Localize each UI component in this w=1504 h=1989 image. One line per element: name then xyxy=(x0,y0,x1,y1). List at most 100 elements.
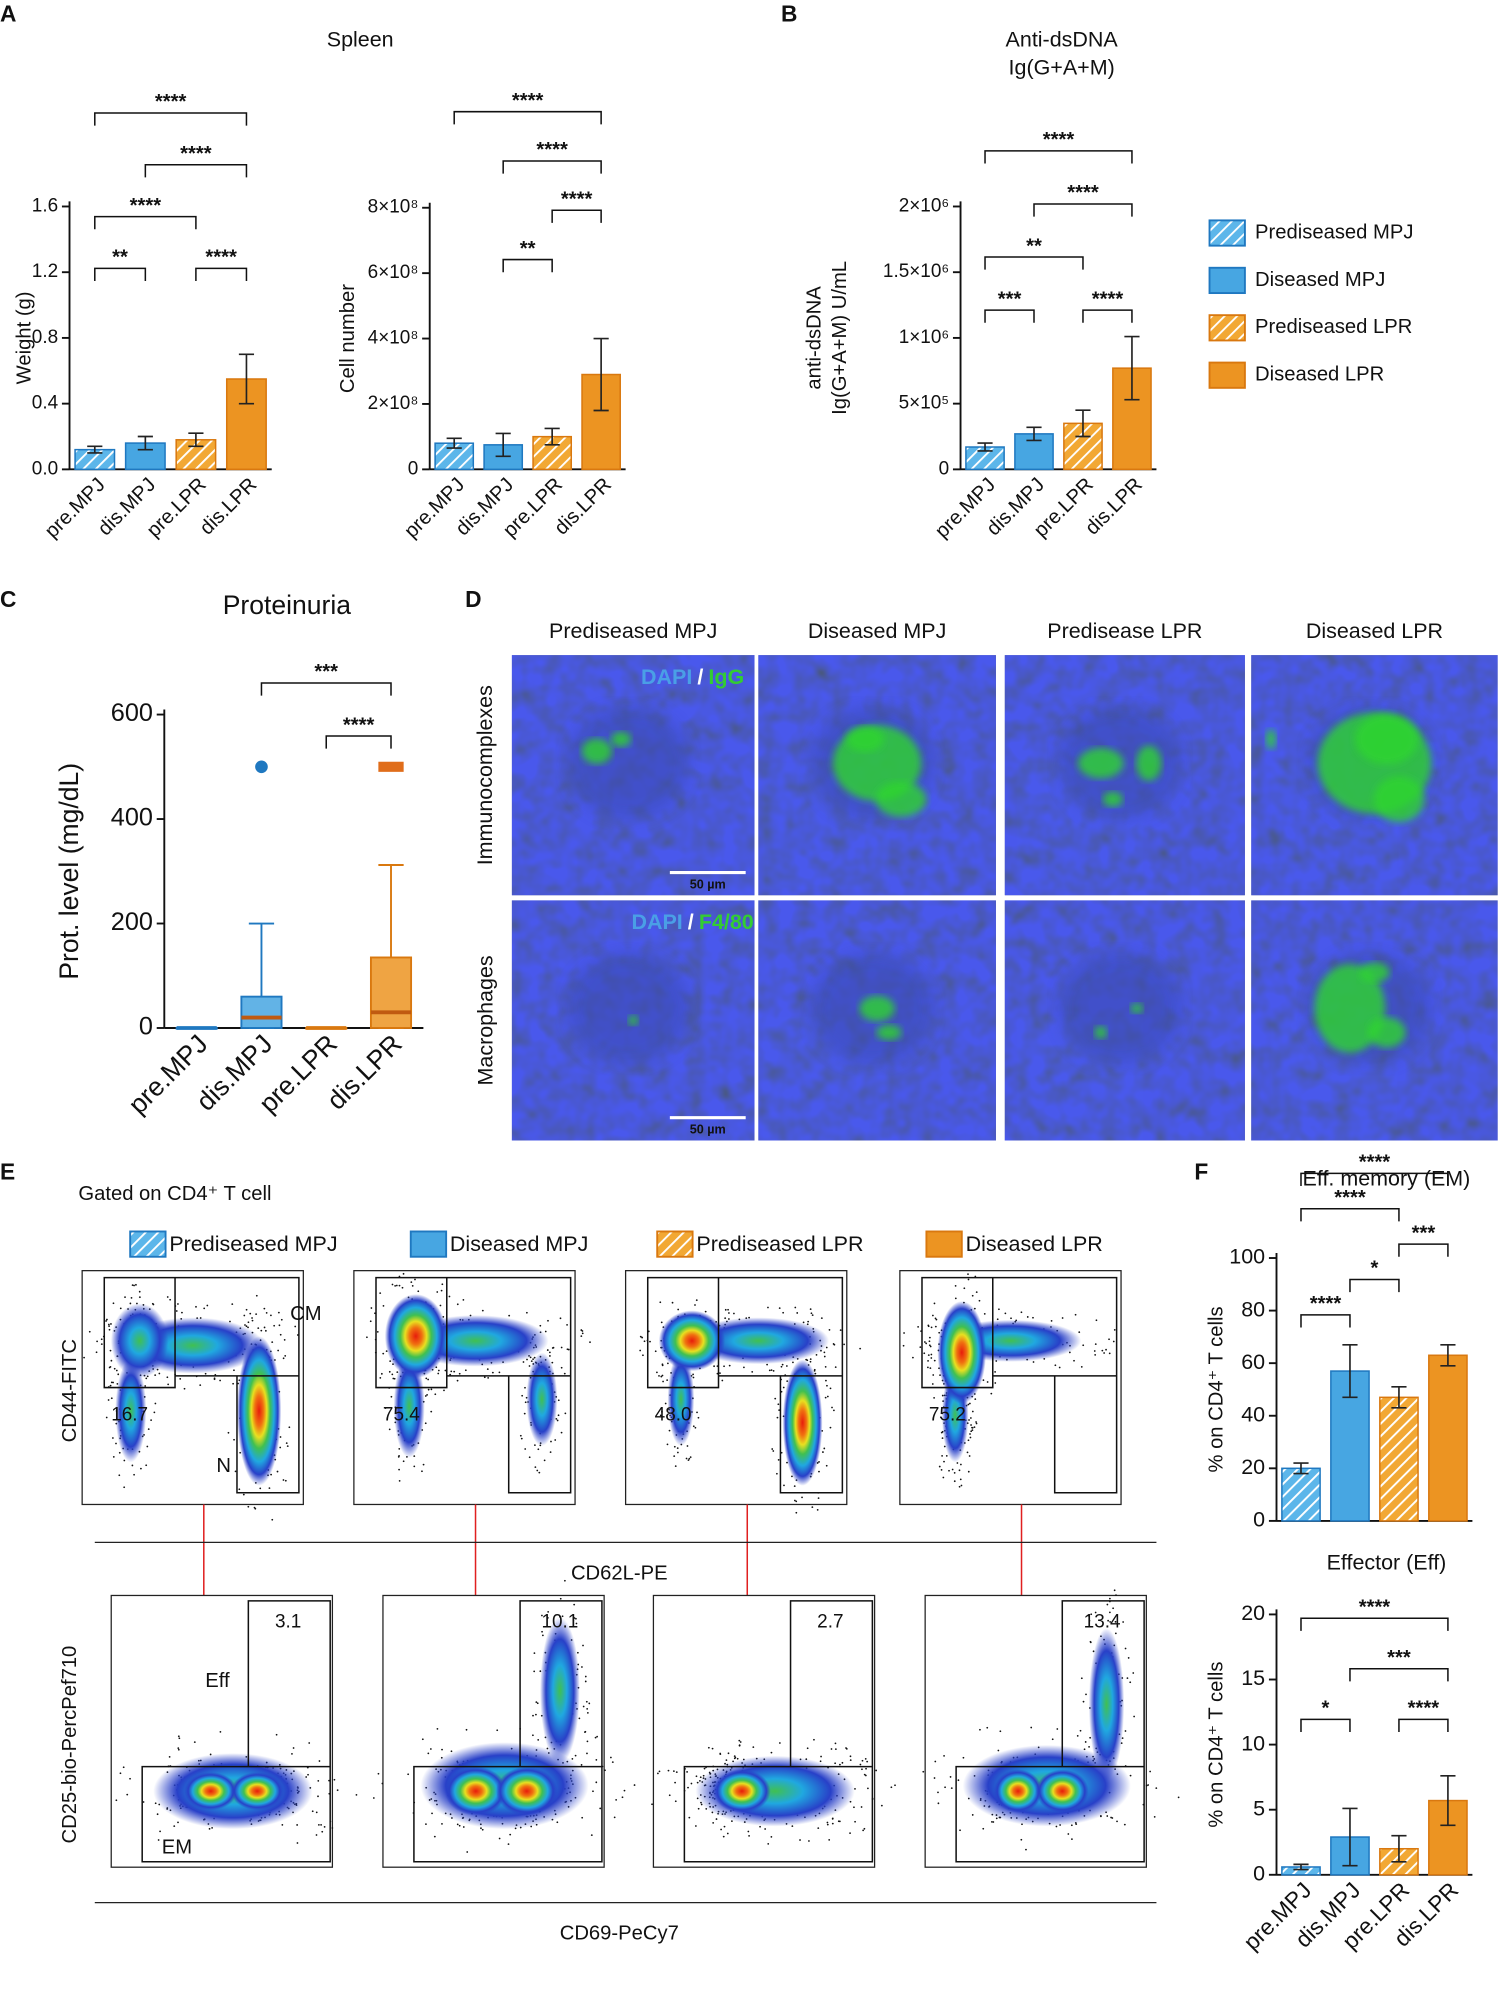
event-dot xyxy=(557,1399,560,1402)
event-dot xyxy=(782,1311,785,1314)
green-signal xyxy=(1355,713,1419,765)
event-dot xyxy=(122,1766,125,1769)
event-dot xyxy=(585,1700,588,1703)
green-signal xyxy=(859,995,895,1022)
event-dot xyxy=(667,1362,669,1365)
event-dot xyxy=(275,1733,278,1736)
event-dot xyxy=(546,1617,549,1619)
event-dot xyxy=(247,1505,250,1508)
event-dot xyxy=(830,1748,833,1750)
green-signal xyxy=(581,738,612,764)
micrograph xyxy=(1251,655,1498,896)
event-dot xyxy=(355,1793,358,1796)
event-dot xyxy=(752,1746,755,1749)
error-bar xyxy=(1026,426,1042,442)
event-dot xyxy=(107,1323,110,1326)
event-dot xyxy=(694,1426,697,1429)
event-dot xyxy=(271,1341,274,1344)
density xyxy=(495,1766,558,1816)
event-dot xyxy=(247,1321,250,1324)
event-dot xyxy=(935,1318,938,1321)
event-dot xyxy=(933,1302,936,1305)
event-dot xyxy=(1032,1316,1034,1319)
event-dot xyxy=(118,1474,121,1477)
event-dot xyxy=(525,1311,528,1314)
event-dot xyxy=(1109,1597,1111,1600)
event-dot xyxy=(112,1302,115,1305)
y-tick-label: 600 xyxy=(111,699,153,727)
event-dot xyxy=(112,1455,115,1458)
y-tick-label: 4×10⁸ xyxy=(368,328,419,349)
event-dot xyxy=(496,1729,499,1732)
event-dot xyxy=(213,1378,216,1381)
event-dot xyxy=(983,1312,986,1315)
event-dot xyxy=(937,1791,939,1794)
event-dot xyxy=(547,1319,549,1322)
event-dot xyxy=(425,1823,427,1825)
event-dot xyxy=(534,1444,536,1447)
event-dot xyxy=(686,1771,688,1773)
row-label: Macrophages xyxy=(473,955,497,1085)
event-dot xyxy=(1088,1745,1090,1748)
event-dot xyxy=(573,1603,576,1606)
event-dot xyxy=(975,1422,978,1425)
chart-title: Spleen xyxy=(327,28,394,52)
event-dot xyxy=(158,1372,161,1375)
event-dot xyxy=(537,1738,540,1741)
legend-swatch xyxy=(925,1230,963,1258)
event-dot xyxy=(129,1777,131,1780)
event-dot xyxy=(249,1312,252,1315)
event-dot xyxy=(595,1759,598,1761)
event-dot xyxy=(255,1294,258,1297)
event-dot xyxy=(571,1757,574,1760)
event-dot xyxy=(940,1468,943,1471)
micrograph xyxy=(1004,900,1245,1141)
event-dot xyxy=(559,1597,562,1600)
significance-label: **** xyxy=(1310,1293,1342,1315)
event-dot xyxy=(144,1385,147,1387)
event-dot xyxy=(823,1355,826,1358)
event-dot xyxy=(411,1284,414,1287)
event-dot xyxy=(199,1384,202,1387)
event-dot xyxy=(239,1451,242,1454)
event-dot xyxy=(823,1447,826,1450)
gate-value: 3.1 xyxy=(275,1612,301,1633)
event-dot xyxy=(541,1630,543,1633)
gate xyxy=(375,1276,572,1494)
event-dot xyxy=(113,1367,116,1370)
event-dot xyxy=(234,1470,237,1473)
event-dot xyxy=(318,1760,321,1762)
axis-label: CD44-FITC xyxy=(59,1339,81,1442)
event-dot xyxy=(519,1434,522,1437)
event-dot xyxy=(829,1387,832,1390)
event-dot xyxy=(546,1349,549,1351)
event-dot xyxy=(498,1837,501,1840)
event-dot xyxy=(380,1372,383,1375)
event-dot xyxy=(661,1374,664,1377)
y-tick-label: 2×10⁶ xyxy=(899,195,949,216)
event-dot xyxy=(524,1448,527,1450)
event-dot xyxy=(282,1357,285,1360)
event-dot xyxy=(1112,1340,1115,1343)
event-dot xyxy=(1051,1738,1054,1741)
significance-label: *** xyxy=(1412,1222,1436,1244)
legend-swatch xyxy=(409,1230,448,1258)
event-dot xyxy=(253,1506,256,1509)
event-dot xyxy=(845,1747,847,1749)
error-bar xyxy=(1075,409,1091,438)
event-dot xyxy=(219,1379,221,1382)
event-dot xyxy=(566,1348,569,1351)
event-dot xyxy=(1025,1848,1027,1851)
event-dot xyxy=(673,1445,676,1448)
event-dot xyxy=(766,1363,768,1366)
event-dot xyxy=(719,1752,722,1755)
event-dot xyxy=(724,1308,727,1311)
event-dot xyxy=(422,1463,425,1466)
event-dot xyxy=(971,1814,974,1816)
event-dot xyxy=(534,1466,537,1469)
event-dot xyxy=(661,1363,664,1366)
event-dot xyxy=(727,1752,730,1755)
bar xyxy=(1281,1467,1321,1522)
y-axis-label: Prot. level (mg/dL) xyxy=(54,763,84,980)
event-dot xyxy=(177,1821,179,1824)
